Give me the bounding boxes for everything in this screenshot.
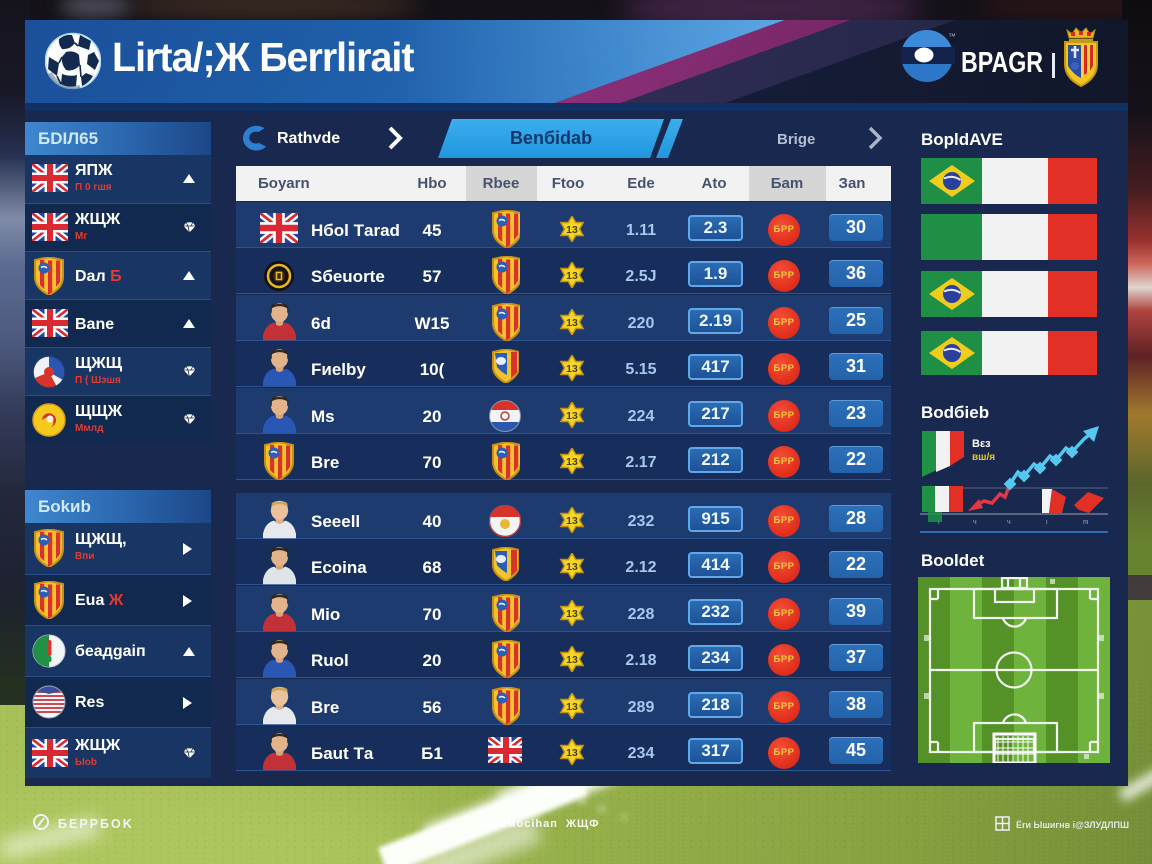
svg-text:ч: ч [973, 519, 977, 526]
svg-text:Вεз: Вεз [972, 438, 991, 450]
svg-text:пι: пι [1083, 519, 1089, 526]
svg-text:вш/я: вш/я [972, 452, 995, 463]
svg-text:™: ™ [948, 32, 955, 41]
svg-text:ι: ι [938, 519, 940, 526]
svg-text:ч: ч [1007, 519, 1011, 526]
svg-text:ι: ι [1046, 519, 1048, 526]
